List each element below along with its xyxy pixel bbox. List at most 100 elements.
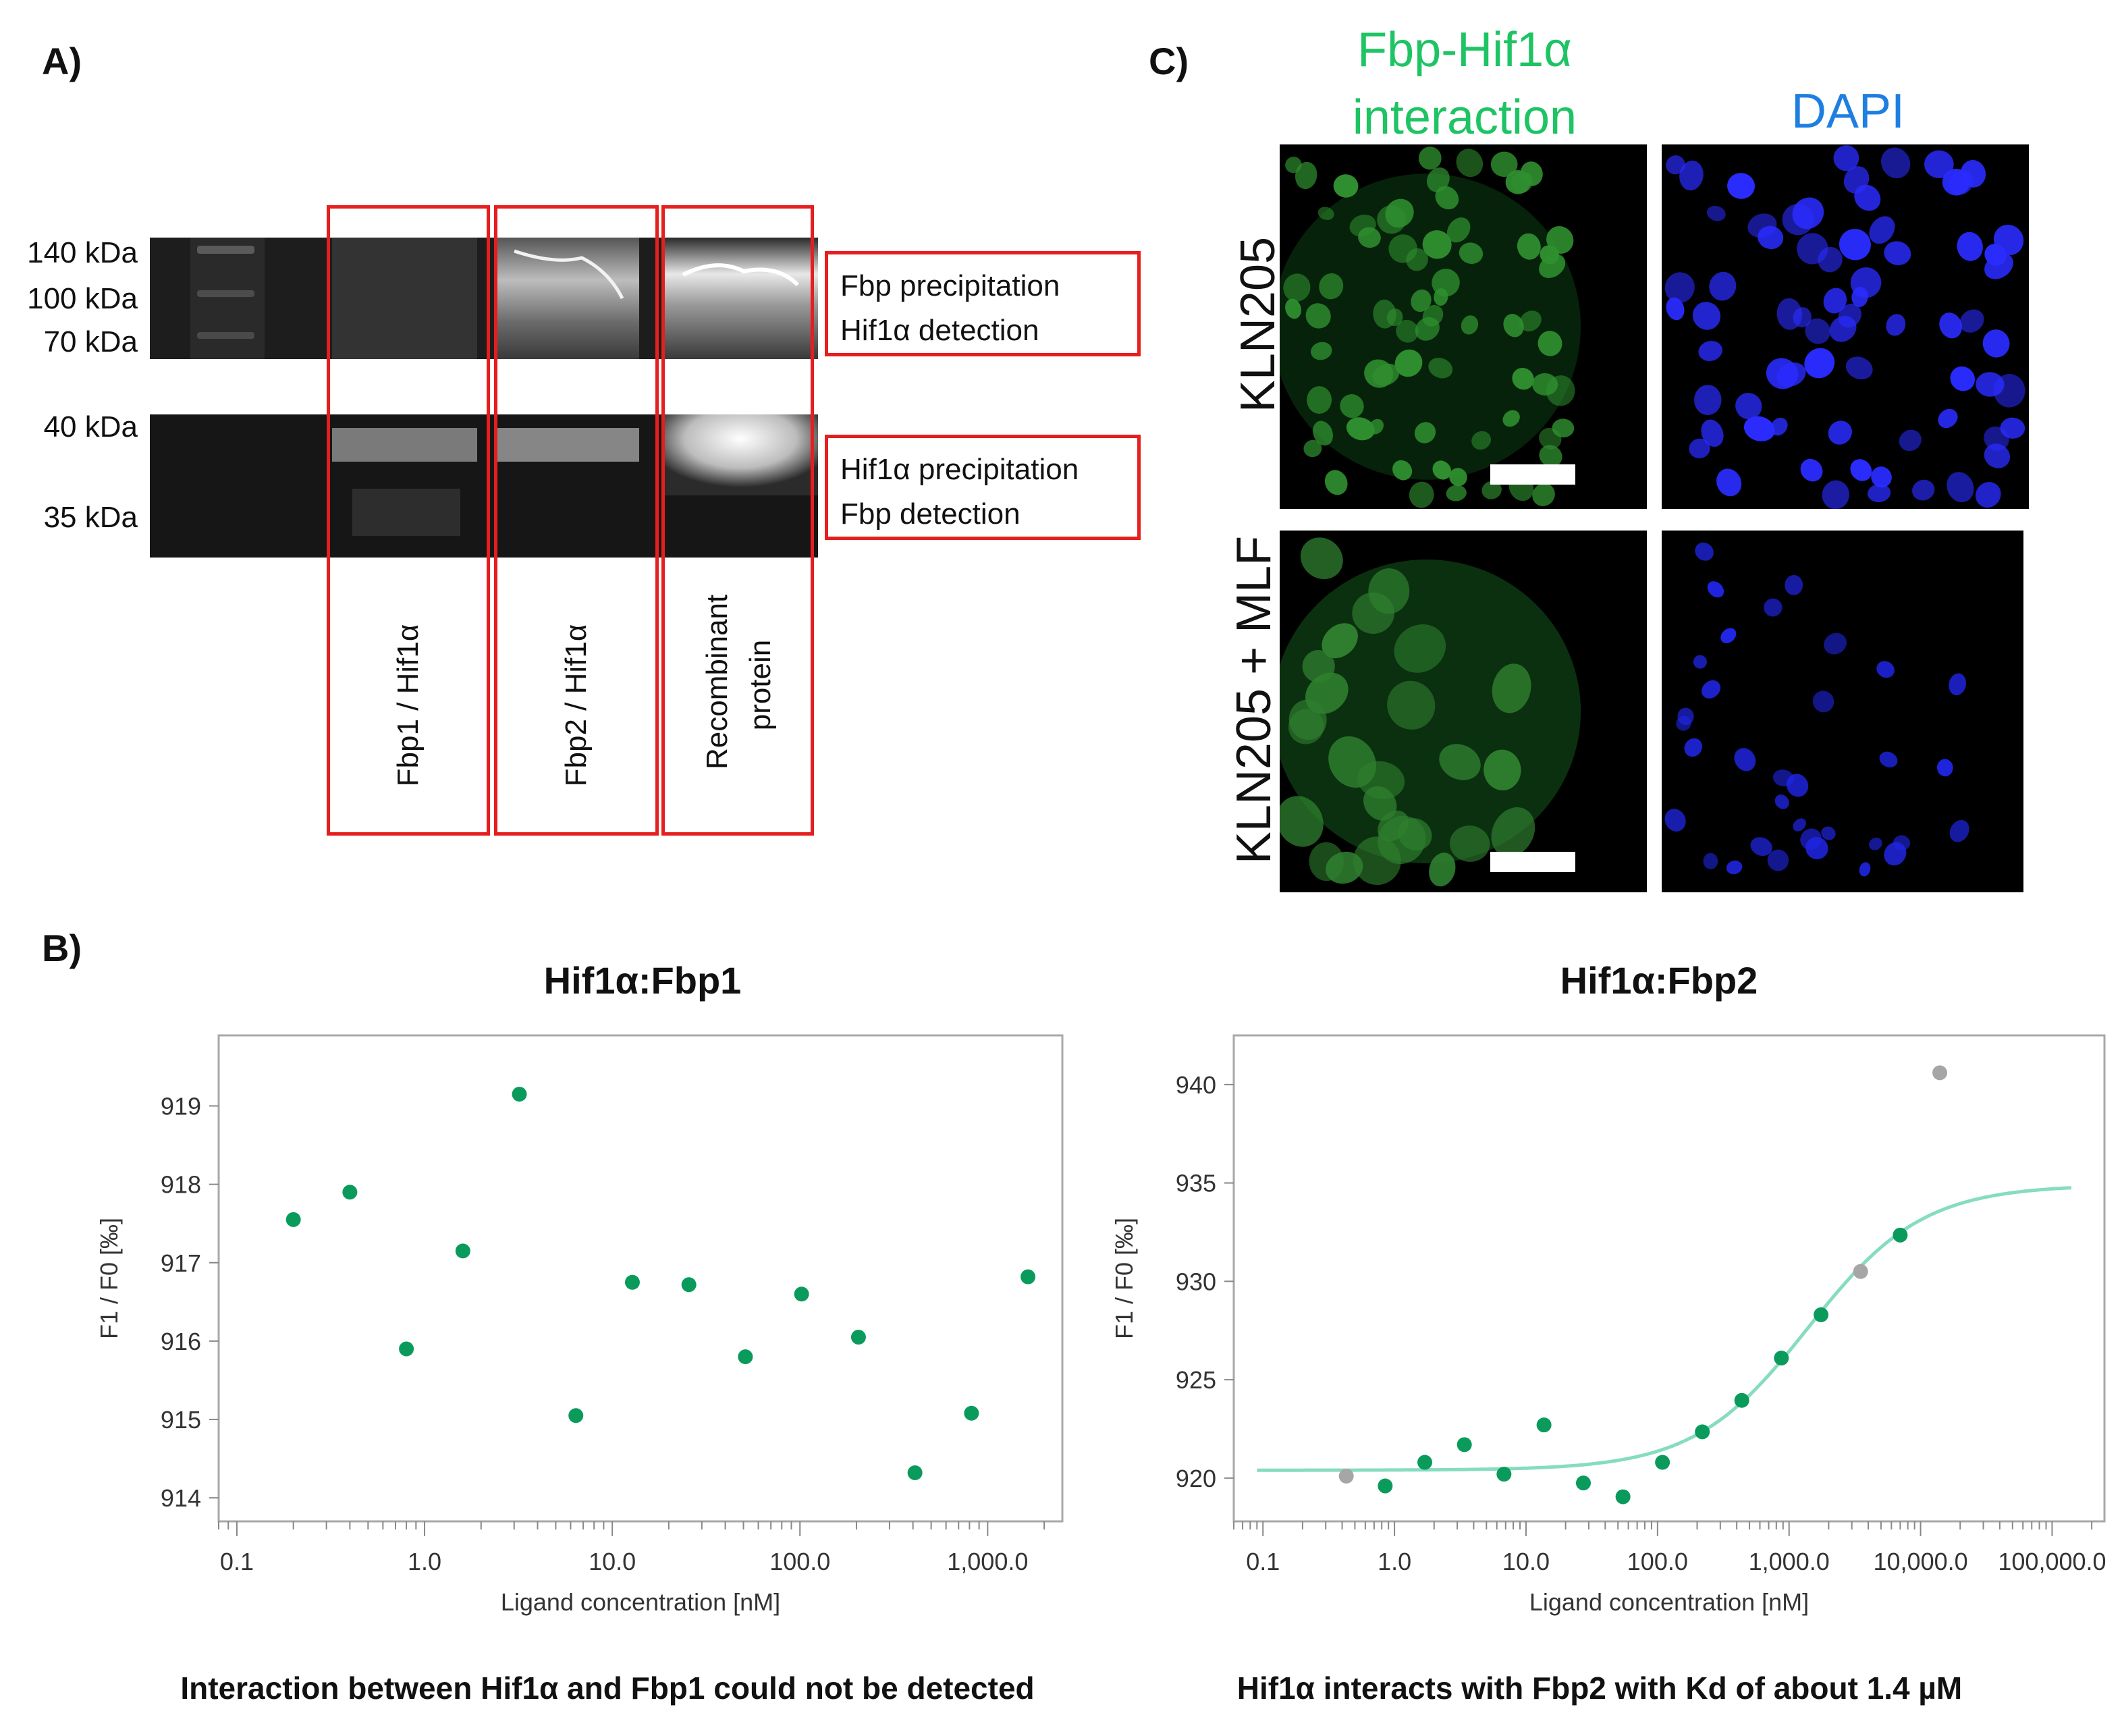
chart2-x-tick-label: 100.0 [1627,1548,1688,1575]
micro-nucleus [1949,673,1967,696]
chart1-x-tick-label: 1,000.0 [947,1548,1028,1575]
micro-nucleus [1664,809,1686,832]
chart2-x-axis-label: Ligand concentration [nM] [1529,1588,1809,1616]
micro-nucleus [1512,367,1534,390]
chart1-x-tick-label: 1.0 [408,1548,441,1575]
chart-hif1a-fbp2: 0.1 1.0 10.0 100.0 1,000.0 10,000.0 100,000.0 9… [1110,1034,2106,1616]
micro-nucleus [1845,356,1873,380]
western-blot-top [150,238,818,359]
micro-nucleus [1743,416,1775,441]
micro-nucleus [1833,145,1859,171]
annotation-top-line1: Fbp precipitation [840,269,1060,302]
channel-header-interaction-line2: interaction [1352,90,1577,144]
micro-nucleus [1492,663,1531,713]
micro-nucleus [1388,234,1417,263]
chart1-data-point [342,1185,358,1200]
micro-nucleus [1392,460,1413,481]
chart2-y-tick-label: 925 [1176,1366,1216,1394]
mw-label-140: 140 kDa [27,236,138,269]
micro-nucleus [1716,468,1742,497]
micro-nucleus [1666,155,1685,175]
micro-nucleus [1982,329,2010,358]
micro-nucleus [1313,421,1333,446]
microscopy-interaction-kln205-mlf [1280,531,1647,892]
micro-nucleus [1340,394,1364,418]
chart1-x-tick-label: 10.0 [589,1548,636,1575]
micro-nucleus [1305,303,1331,329]
chart2-data-point [1417,1455,1433,1470]
annotation-box-bottom: Hif1α precipitation Fbp detection [825,435,1141,540]
chart2-x-tick-label: 100,000.0 [1998,1548,2106,1575]
micro-nucleus [1859,862,1871,877]
chart1-data-point [512,1087,527,1102]
chart2-x-tick-label: 10,000.0 [1874,1548,1968,1575]
micro-nucleus [1869,216,1895,244]
micro-nucleus [1911,479,1935,501]
micro-nucleus [1869,838,1882,850]
micro-nucleus [1303,439,1322,458]
micro-nucleus [1428,358,1453,379]
micro-nucleus [1747,213,1777,238]
micro-nucleus [1503,314,1524,337]
microscopy-dapi-kln205-mlf [1662,531,2023,892]
micro-nucleus [1782,204,1814,236]
row-label-kln205: KLN205 [1231,236,1285,413]
micro-nucleus [1280,796,1324,847]
micro-nucleus [1764,598,1783,617]
micro-nucleus [1415,317,1440,341]
micro-nucleus [1886,314,1906,336]
micro-nucleus [1481,481,1502,499]
micro-nucleus [1491,807,1535,857]
micro-nucleus [1829,315,1857,342]
micro-nucleus [1459,242,1484,264]
chart1-title: Hif1α:Fbp1 [543,959,742,1002]
lane-box-recombinant [661,205,814,836]
micro-nucleus [1349,214,1376,237]
micro-nucleus [1884,842,1907,866]
channel-header-interaction-line1: Fbp-Hif1α [1357,23,1572,77]
micro-nucleus [1851,286,1868,307]
micro-nucleus [1947,472,1974,503]
micro-nucleus [1679,160,1704,191]
micro-nucleus [1975,481,2001,508]
micro-nucleus [1823,288,1847,314]
micro-nucleus [1326,851,1363,884]
micro-nucleus [1776,298,1803,330]
micro-nucleus [1532,483,1555,506]
annotation-bottom-line2: Fbp detection [840,497,1021,531]
micro-nucleus [1959,309,1984,333]
micro-nucleus [1432,460,1452,480]
chart2-data-point [1575,1475,1591,1491]
micro-nucleus [1539,445,1562,467]
annotation-bottom-line1: Hif1α precipitation [840,453,1079,486]
micro-nucleus [1546,225,1574,254]
micro-nucleus [1319,273,1344,300]
micro-nucleus [1539,427,1562,450]
scale-bar-top [1490,464,1575,485]
micro-nucleus [1377,205,1406,234]
micro-nucleus [1446,485,1467,501]
chart2-y-tick-label: 935 [1176,1170,1216,1197]
lane-label-fbp1: Fbp1 / Hif1α [391,624,425,787]
micro-nucleus [1439,744,1481,780]
micro-nucleus [1684,738,1703,757]
micro-nucleus [1324,470,1348,495]
micro-nucleus [1328,736,1376,788]
micro-nucleus [1664,272,1695,303]
micro-nucleus [1435,186,1459,210]
chart1-data-point [624,1274,640,1290]
row-label-kln205-mlf: KLN205 + MLF [1227,535,1281,865]
chart2-data-point [1496,1467,1512,1482]
micro-nucleus [1285,157,1302,173]
chart1-data-point [568,1408,584,1423]
chart1-data-point [455,1243,470,1259]
chart2-plot-frame [1232,1034,2106,1523]
chart1-data-point [285,1212,301,1227]
chart2-data-point [1378,1478,1393,1494]
micro-nucleus [1387,680,1436,730]
micro-nucleus [1957,232,1983,261]
micro-nucleus [1786,774,1809,797]
micro-nucleus [1735,393,1762,420]
chart2-data-point [1536,1417,1552,1433]
micro-nucleus [1720,628,1737,644]
